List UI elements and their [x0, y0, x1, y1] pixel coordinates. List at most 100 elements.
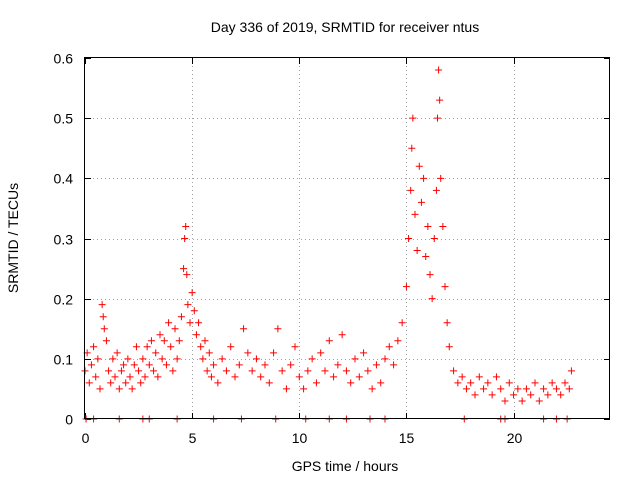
data-point [330, 373, 338, 381]
data-point [139, 355, 147, 363]
data-point [540, 385, 548, 393]
data-point [312, 379, 320, 387]
data-point [150, 367, 158, 375]
data-point [291, 343, 299, 351]
data-point [450, 367, 458, 375]
data-point [105, 367, 113, 375]
data-point [287, 361, 295, 369]
data-point [295, 373, 303, 381]
data-point [184, 301, 192, 309]
data-point [128, 385, 136, 393]
data-point [372, 361, 380, 369]
data-point [408, 144, 416, 152]
data-point [355, 373, 363, 381]
data-point [143, 343, 151, 351]
data-point [518, 397, 526, 405]
data-point [102, 337, 110, 345]
data-point [152, 349, 160, 357]
data-point [214, 379, 222, 387]
data-point [557, 391, 565, 399]
data-point [360, 349, 368, 357]
data-point [111, 373, 119, 381]
x-tick-label: 0 [82, 430, 90, 446]
data-point [417, 198, 425, 206]
data-point [445, 343, 453, 351]
data-point [124, 355, 132, 363]
x-axis-label: GPS time / hours [292, 458, 399, 474]
data-point [147, 337, 155, 345]
data-point [175, 337, 183, 345]
x-tick-label: 10 [292, 430, 308, 446]
data-point [199, 355, 207, 363]
data-point [434, 114, 441, 122]
data-point [117, 367, 125, 375]
x-tick-label: 5 [189, 430, 197, 446]
data-point [390, 361, 398, 369]
data-point [398, 319, 406, 327]
x-tick-label: 20 [507, 430, 523, 446]
data-point [430, 235, 438, 242]
data-point [282, 385, 290, 393]
data-point [415, 162, 423, 170]
data-point [317, 349, 325, 357]
data-point [156, 331, 164, 339]
data-point [207, 373, 215, 381]
data-point [544, 391, 552, 399]
data-point [231, 373, 239, 381]
data-point [488, 391, 496, 399]
data-point [141, 373, 149, 381]
data-point [411, 210, 419, 218]
data-point [368, 385, 376, 393]
data-point [381, 355, 389, 363]
data-point [180, 265, 188, 273]
data-point [565, 385, 573, 393]
data-point [240, 325, 248, 333]
data-point [167, 343, 175, 351]
data-point [203, 367, 211, 375]
data-point [407, 186, 415, 194]
data-point [195, 319, 203, 327]
data-point [92, 373, 100, 381]
data-point [437, 174, 445, 182]
data-point [531, 379, 539, 387]
data-point [471, 391, 479, 399]
data-point [257, 373, 265, 381]
data-point [126, 373, 134, 381]
data-point [458, 373, 466, 381]
y-axis-label: SRMTID / TECUs [5, 183, 21, 293]
data-point [278, 367, 286, 375]
data-point [222, 367, 230, 375]
y-tick-label: 0.2 [54, 292, 74, 308]
data-point [422, 253, 430, 261]
data-point [244, 349, 252, 357]
data-point [420, 174, 428, 182]
data-point [274, 325, 282, 333]
data-point [548, 379, 556, 387]
data-point [321, 367, 329, 375]
data-point [186, 319, 194, 327]
data-point [132, 343, 140, 351]
data-point [385, 343, 393, 351]
data-point [90, 343, 98, 351]
data-point [248, 367, 256, 375]
data-point [96, 385, 104, 393]
data-point [308, 355, 316, 363]
data-point [107, 379, 115, 387]
data-point [115, 385, 123, 393]
data-point [462, 385, 470, 393]
data-point [351, 355, 359, 363]
data-point [377, 379, 385, 387]
y-tick-label: 0.4 [54, 171, 74, 187]
data-point [145, 361, 153, 369]
data-point [183, 271, 191, 279]
data-point [435, 66, 443, 74]
data-point [325, 337, 333, 345]
data-point [218, 355, 226, 363]
data-point [424, 222, 432, 230]
data-point [182, 222, 190, 230]
data-point [87, 361, 95, 369]
data-point [432, 186, 440, 194]
data-point [235, 361, 243, 369]
data-point [535, 397, 543, 405]
